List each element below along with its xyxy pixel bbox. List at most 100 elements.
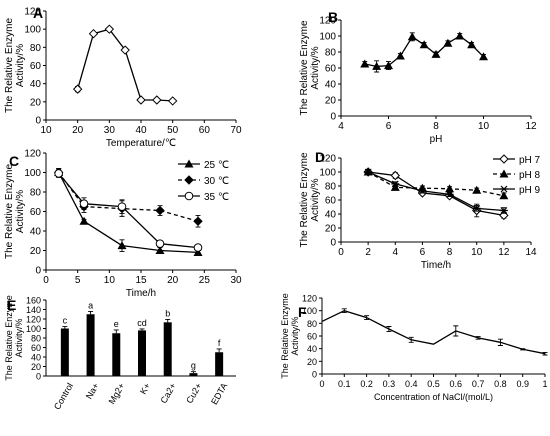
data-point	[167, 96, 178, 106]
x-tick-label: 60	[199, 125, 211, 136]
y-tick-label: 60	[307, 332, 317, 342]
data-point	[455, 31, 465, 40]
error-bar	[190, 371, 196, 374]
data-point	[390, 170, 400, 181]
series-1	[360, 31, 488, 73]
series-line	[367, 171, 504, 212]
x-axis-label: pH	[430, 134, 443, 145]
x-tick-label: 25	[199, 275, 211, 286]
x-axis-label: Temperature/℃	[106, 138, 176, 149]
x-tick-label: 6	[386, 121, 392, 132]
error-bar	[408, 336, 414, 343]
x-tick-label: 20	[72, 125, 84, 136]
error-bar	[520, 348, 526, 351]
y-axis-label: The Relative EnzymeActivity/%	[4, 164, 26, 259]
data-point	[120, 45, 130, 55]
panel-C: C 0 20 40 60 80 100 120 0 5 10 15 20 25 30 Time/h The Re…	[4, 149, 242, 300]
series-3	[54, 169, 203, 252]
data-point	[360, 59, 370, 68]
data-point	[72, 84, 83, 94]
x-tick-label: 1	[542, 379, 547, 389]
y-tick-label: 80	[30, 188, 42, 199]
y-tick-label: 0	[330, 238, 336, 249]
data-point	[193, 247, 203, 256]
error-bar	[216, 348, 222, 353]
y-tick-label: 20	[307, 357, 317, 367]
legend: 25 ℃ 30 ℃ 35 ℃	[178, 159, 229, 203]
x-tick-label: 0.5	[427, 379, 440, 389]
x-tick-label: 0.1	[338, 379, 351, 389]
panel-letter: F	[298, 304, 307, 320]
x-tick-label: 10	[471, 247, 483, 258]
data-point	[499, 191, 509, 200]
significance-letter: g	[191, 361, 196, 371]
x-tick-label: 4	[338, 121, 344, 132]
panel-letter: C	[9, 153, 19, 169]
x-tick-label: 6	[420, 247, 426, 258]
significance-letter: b	[165, 308, 170, 318]
x-axis-label: Time/h	[421, 260, 451, 271]
bar	[215, 352, 224, 376]
legend-marker	[184, 159, 194, 168]
x-tick-label: 0	[319, 379, 324, 389]
y-tick-label: 120	[24, 149, 41, 160]
x-tick-label: Ca2+	[158, 381, 178, 405]
x-tick-label: Cu2+	[184, 381, 204, 405]
error-bar	[386, 326, 392, 333]
legend-marker	[184, 175, 194, 185]
data-point	[88, 29, 99, 39]
data-point	[193, 216, 203, 226]
error-bar	[113, 329, 119, 334]
legend-marker	[500, 185, 508, 193]
legend-marker	[499, 169, 509, 178]
data-point	[407, 32, 417, 41]
legend-label: pH 9	[519, 185, 541, 196]
data-point	[155, 246, 165, 254]
y-tick-label: 160	[26, 296, 41, 306]
x-tick-label: 0	[43, 275, 49, 286]
bar	[112, 333, 121, 376]
panel-letter: B	[328, 9, 338, 25]
x-tick-label: 40	[135, 125, 147, 136]
panel-B: B 0 20 40 60 80 100 120 4 6 8 10 12 pH The Relative En…	[299, 9, 537, 145]
x-tick-label: 10	[104, 275, 116, 286]
x-tick-label: 4	[393, 247, 399, 258]
x-tick-label: 0.6	[450, 379, 463, 389]
data-point	[136, 95, 146, 105]
y-tick-label: 100	[302, 306, 317, 316]
significance-letter: cd	[137, 318, 147, 328]
legend-marker	[184, 191, 194, 201]
y-tick-label: 120	[319, 16, 336, 27]
data-point	[117, 202, 127, 211]
legend: pH 7 pH 8 pH 9	[493, 154, 541, 196]
series-line	[77, 28, 173, 102]
data-point	[479, 52, 488, 61]
bar	[189, 373, 198, 376]
legend-label: 30 ℃	[204, 176, 229, 187]
data-point	[472, 185, 482, 194]
data-point	[193, 243, 203, 252]
panel-D: D 0 20 40 60 80 100 120 0 2 4 6 8 10 12 14 Time/h The Rel…	[299, 149, 541, 271]
y-tick-label: 60	[30, 207, 42, 218]
y-tick-label: 100	[319, 32, 336, 43]
x-tick-label: 8	[447, 247, 453, 258]
panel-letter: A	[33, 5, 43, 21]
significance-letter: c	[63, 316, 68, 326]
error-bar	[364, 315, 370, 320]
y-tick-label: 20	[30, 246, 42, 257]
y-tick-label: 20	[325, 224, 337, 235]
y-axis-label: The Relative EnzymeActivity/%	[280, 293, 300, 379]
y-axis-label: The Relative EnzymeActivity/%	[299, 20, 321, 115]
x-axis-label: Concentration of NaCl/(mol/L)	[374, 392, 493, 402]
series-1	[72, 24, 178, 106]
y-tick-label: 60	[325, 64, 337, 75]
series-2	[53, 167, 203, 228]
y-tick-label: 60	[325, 196, 337, 207]
series-line	[367, 171, 505, 197]
x-tick-label: 30	[230, 275, 242, 286]
data-point	[431, 49, 441, 58]
x-tick-label: 30	[104, 125, 116, 136]
bar	[86, 314, 95, 376]
error-bar	[542, 352, 548, 356]
